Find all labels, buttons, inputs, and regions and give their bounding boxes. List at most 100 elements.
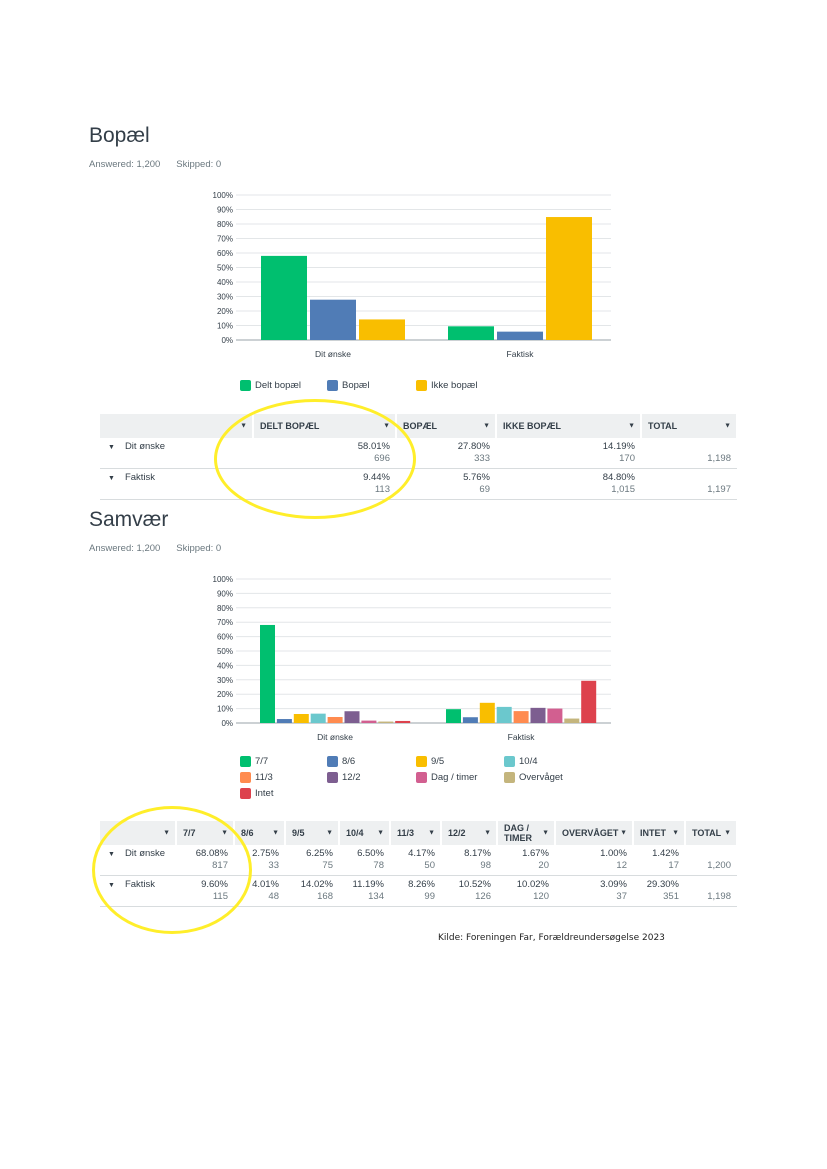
legend-item[interactable]: Intet (240, 788, 274, 799)
expand-caret-icon[interactable]: ▼ (108, 851, 115, 858)
row-total: 1,198 (641, 438, 737, 469)
table-cell: 3.09% 37 (555, 875, 633, 907)
sort-caret-icon[interactable]: ▼ (483, 422, 490, 430)
y-tick-label: 40% (217, 278, 233, 287)
cell-percent: 84.80% (602, 472, 635, 483)
cell-count: 1,015 (611, 484, 635, 495)
column-header[interactable]: DELT BOPÆL ▼ (253, 414, 397, 438)
sort-caret-icon[interactable]: ▼ (377, 829, 384, 837)
row-label[interactable]: ▼ Dit ønske (100, 845, 176, 876)
table-cell: 1.42% 17 (633, 845, 685, 876)
sort-caret-icon[interactable]: ▼ (724, 422, 731, 430)
sort-caret-icon[interactable]: ▼ (326, 829, 333, 837)
row-label[interactable]: ▼ Faktisk (100, 468, 253, 500)
cell-percent: 10.52% (458, 879, 491, 890)
sort-caret-icon[interactable]: ▼ (672, 829, 679, 837)
column-header-label: INTET (640, 828, 666, 838)
sort-caret-icon[interactable]: ▼ (383, 422, 390, 430)
column-header[interactable]: 8/6 ▼ (234, 821, 286, 845)
legend-item[interactable]: Ikke bopæl (416, 380, 477, 391)
legend-item[interactable]: 11/3 (240, 772, 273, 783)
bar-8-6-0 (276, 719, 292, 723)
expand-caret-icon[interactable]: ▼ (108, 475, 115, 482)
sort-caret-icon[interactable]: ▼ (163, 829, 170, 837)
legend-item[interactable]: Overvåget (504, 772, 563, 783)
cell-percent: 1.00% (600, 848, 627, 859)
cell-percent: 1.67% (522, 848, 549, 859)
column-header[interactable]: 11/3 ▼ (390, 821, 442, 845)
legend-item[interactable]: 12/2 (327, 772, 361, 783)
y-tick-label: 40% (217, 661, 233, 670)
sort-caret-icon[interactable]: ▼ (542, 829, 549, 837)
legend-item[interactable]: 7/7 (240, 756, 268, 767)
sort-caret-icon[interactable]: ▼ (724, 829, 731, 837)
column-header[interactable]: BOPÆL ▼ (396, 414, 497, 438)
cell-count: 48 (268, 891, 279, 902)
column-header[interactable]: INTET ▼ (633, 821, 686, 845)
legend-label: Intet (255, 788, 274, 799)
row-total: 1,198 (685, 875, 737, 907)
y-tick-label: 50% (217, 647, 233, 656)
legend-item[interactable]: Dag / timer (416, 772, 477, 783)
legend-item[interactable]: 10/4 (504, 756, 538, 767)
table-row: ▼ Faktisk 9.60% 115 4.01% 48 14.02% 168 11.19% 13… (100, 875, 737, 907)
table-bopael: ▼ DELT BOPÆL ▼ BOPÆL ▼ IKKE BOPÆL ▼ TOTAL ▼ ▼ Dit … (100, 414, 738, 500)
column-header-label: 11/3 (397, 828, 415, 838)
cell-count: 126 (475, 891, 491, 902)
cell-count: 12 (616, 860, 627, 871)
table-cell: 4.01% 48 (234, 875, 285, 907)
expand-caret-icon[interactable]: ▼ (108, 444, 115, 451)
y-tick-label: 20% (217, 690, 233, 699)
legend-swatch (240, 772, 251, 783)
column-header[interactable]: 9/5 ▼ (285, 821, 340, 845)
sort-caret-icon[interactable]: ▼ (221, 829, 228, 837)
legend-swatch (504, 772, 515, 783)
sort-caret-icon[interactable]: ▼ (240, 422, 247, 430)
column-header-label: IKKE BOPÆL (503, 421, 562, 431)
section-title-samvaer: Samvær (89, 508, 169, 531)
table-row: ▼ Dit ønske 68.08% 817 2.75% 33 6.25% 75 6.50% 78… (100, 845, 737, 876)
cell-percent: 29.30% (646, 879, 679, 890)
cell-percent: 3.09% (600, 879, 627, 890)
row-label[interactable]: ▼ Faktisk (100, 875, 176, 907)
column-header[interactable]: OVERVÅGET ▼ (555, 821, 634, 845)
column-header[interactable]: 7/7 ▼ (176, 821, 235, 845)
table-cell: 11.19% 134 (339, 875, 390, 907)
legend-item[interactable]: Delt bopæl (240, 380, 301, 391)
table-cell: 1.67% 20 (497, 845, 555, 876)
sort-caret-icon[interactable]: ▼ (484, 829, 491, 837)
sort-caret-icon[interactable]: ▼ (628, 422, 635, 430)
bar-11-3-0 (327, 716, 343, 723)
cell-count: 333 (474, 453, 490, 464)
legend-label: 9/5 (431, 756, 445, 767)
legend-swatch (416, 380, 427, 391)
legend-label: 10/4 (519, 756, 538, 767)
cell-count: 75 (322, 860, 333, 871)
legend-swatch (240, 788, 251, 799)
table-cell: 6.25% 75 (285, 845, 339, 876)
bar-10-4-1 (496, 706, 512, 723)
legend-label: 12/2 (342, 772, 361, 783)
bar-10-4-0 (310, 713, 326, 723)
sort-caret-icon[interactable]: ▼ (428, 829, 435, 837)
header-row-label[interactable]: ▼ (100, 821, 177, 845)
column-header[interactable]: TOTAL ▼ (641, 414, 738, 438)
sort-caret-icon[interactable]: ▼ (272, 829, 279, 837)
bar-overvåget-1 (564, 718, 580, 723)
legend-item[interactable]: Bopæl (327, 380, 369, 391)
y-tick-label: 50% (217, 264, 233, 273)
column-header[interactable]: TOTAL ▼ (685, 821, 738, 845)
sort-caret-icon[interactable]: ▼ (620, 829, 627, 837)
column-header[interactable]: 12/2 ▼ (441, 821, 498, 845)
cell-percent: 1.42% (652, 848, 679, 859)
table-cell: 9.60% 115 (176, 875, 234, 907)
legend-item[interactable]: 9/5 (416, 756, 444, 767)
column-header[interactable]: IKKE BOPÆL ▼ (496, 414, 642, 438)
column-header[interactable]: 10/4 ▼ (339, 821, 391, 845)
column-header[interactable]: DAG / TIMER ▼ (497, 821, 556, 845)
header-row-label[interactable]: ▼ (100, 414, 254, 438)
bar-intet-0 (395, 720, 411, 723)
row-label[interactable]: ▼ Dit ønske (100, 438, 253, 469)
expand-caret-icon[interactable]: ▼ (108, 882, 115, 889)
legend-item[interactable]: 8/6 (327, 756, 355, 767)
